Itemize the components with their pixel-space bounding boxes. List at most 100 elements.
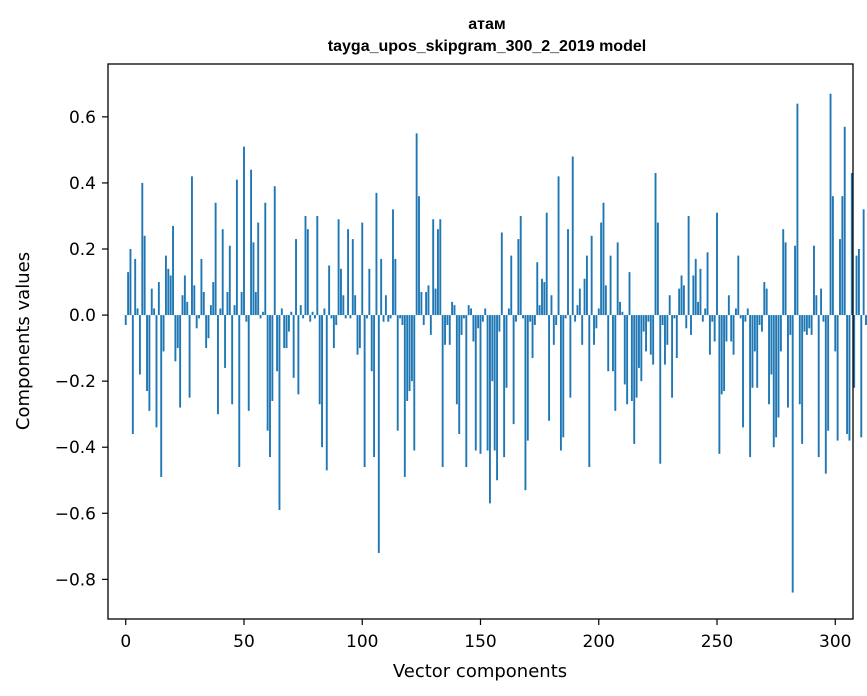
- bar-125: [420, 291, 423, 316]
- bar-260: [739, 315, 742, 319]
- bar-225: [656, 222, 659, 316]
- bar-250: [716, 212, 718, 316]
- bar-202: [602, 202, 605, 316]
- bar-17: [165, 255, 167, 316]
- bar-302: [839, 239, 841, 316]
- x-tick-label: 150: [464, 632, 496, 652]
- bar-3: [131, 315, 134, 434]
- bar-62: [271, 315, 274, 401]
- bar-31: [198, 315, 200, 319]
- bars-group: [124, 93, 867, 593]
- bar-254: [725, 315, 728, 342]
- bar-193: [581, 315, 584, 345]
- bar-29: [193, 285, 196, 316]
- bar-73: [297, 315, 300, 395]
- bar-67: [283, 315, 286, 349]
- bar-282: [791, 315, 794, 593]
- bar-49: [240, 291, 243, 316]
- bar-197: [590, 235, 593, 316]
- x-tick-label: 300: [819, 632, 851, 652]
- bar-251: [718, 315, 721, 454]
- bar-116: [399, 315, 402, 319]
- bar-23: [179, 315, 182, 408]
- bar-42: [224, 315, 227, 368]
- bar-309: [855, 255, 858, 316]
- bar-117: [401, 315, 404, 325]
- bar-166: [517, 239, 520, 316]
- bar-137: [448, 315, 451, 345]
- bar-30: [195, 315, 198, 329]
- bar-7: [141, 182, 144, 316]
- bar-276: [777, 315, 780, 418]
- bar-45: [231, 315, 234, 405]
- bar-19: [169, 275, 172, 316]
- bar-91: [340, 268, 342, 316]
- bar-108: [380, 258, 383, 316]
- bar-129: [429, 315, 432, 335]
- bar-200: [597, 308, 600, 316]
- bar-244: [701, 315, 704, 322]
- bar-271: [765, 288, 768, 316]
- bar-252: [720, 315, 723, 395]
- bar-136: [446, 315, 449, 325]
- bar-209: [619, 301, 621, 316]
- bar-14: [157, 282, 160, 316]
- bar-20: [172, 225, 174, 316]
- bar-178: [545, 212, 548, 316]
- bar-57: [259, 315, 262, 319]
- bar-281: [789, 315, 792, 335]
- bar-89: [335, 315, 338, 325]
- bar-56: [257, 222, 260, 316]
- bar-153: [486, 315, 489, 451]
- bar-173: [533, 315, 536, 325]
- bar-77: [306, 229, 309, 316]
- bar-41: [221, 229, 224, 316]
- bar-192: [578, 288, 581, 316]
- bar-168: [522, 315, 525, 319]
- bar-210: [621, 311, 624, 316]
- bar-198: [593, 315, 595, 345]
- bar-51: [245, 315, 248, 322]
- x-tick-label: 0: [120, 632, 131, 652]
- bar-123: [415, 133, 418, 316]
- bar-81: [316, 215, 319, 316]
- bar-273: [770, 315, 773, 375]
- bar-188: [569, 315, 572, 398]
- bar-103: [368, 268, 371, 316]
- y-tick-label: 0.0: [69, 306, 96, 326]
- y-tick-label: −0.8: [55, 570, 96, 590]
- bar-80: [314, 315, 316, 319]
- bar-284: [796, 103, 799, 316]
- bar-87: [330, 315, 333, 319]
- bar-32: [200, 258, 203, 316]
- bar-60: [266, 315, 269, 431]
- bar-52: [247, 315, 250, 411]
- bar-35: [207, 315, 210, 339]
- bar-154: [489, 315, 491, 504]
- bar-61: [269, 315, 271, 458]
- bar-102: [366, 315, 368, 319]
- bar-130: [432, 219, 435, 316]
- bar-50: [243, 146, 245, 316]
- bar-160: [503, 315, 506, 458]
- bar-306: [848, 315, 851, 441]
- bar-142: [460, 315, 463, 335]
- bar-71: [292, 315, 295, 378]
- bar-120: [408, 315, 411, 392]
- bar-148: [474, 315, 477, 451]
- bar-58: [261, 311, 264, 316]
- bar-248: [711, 315, 714, 322]
- bar-133: [439, 219, 442, 316]
- bar-218: [640, 315, 643, 382]
- bar-21: [174, 315, 177, 362]
- bar-204: [607, 315, 610, 372]
- bar-95: [349, 315, 352, 319]
- bar-97: [354, 295, 357, 316]
- bar-66: [280, 308, 283, 316]
- x-tick-label: 50: [233, 632, 255, 652]
- bar-145: [467, 305, 470, 316]
- bar-110: [384, 295, 387, 316]
- bar-5: [136, 308, 139, 316]
- bar-213: [628, 272, 631, 316]
- bar-94: [347, 229, 349, 316]
